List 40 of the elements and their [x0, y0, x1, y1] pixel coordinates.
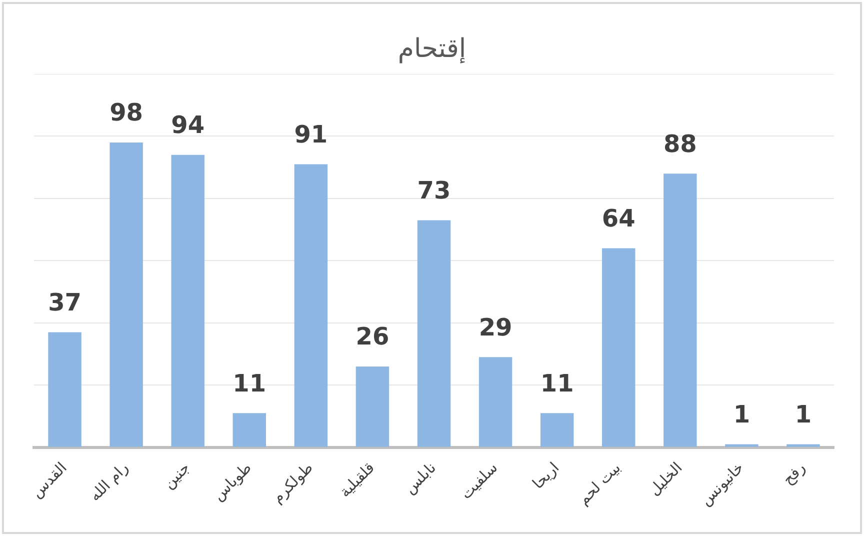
chart-title: إقتحام — [396, 34, 468, 64]
data-label: 37 — [48, 288, 82, 316]
bar — [171, 154, 204, 447]
data-label: 94 — [171, 111, 205, 140]
data-label: 26 — [356, 322, 390, 351]
x-tick-label: رام الله — [86, 458, 132, 505]
data-label: 64 — [602, 204, 636, 232]
data-label: 88 — [663, 130, 697, 158]
x-tick-label: الخليل — [645, 458, 686, 500]
x-tick-label: القدس — [28, 458, 70, 502]
bar — [786, 444, 820, 447]
data-label: 91 — [294, 120, 328, 148]
bar — [48, 332, 82, 447]
bar — [478, 357, 512, 447]
bar — [356, 366, 390, 447]
x-tick-label: رفح — [779, 458, 809, 488]
bar — [540, 413, 574, 447]
x-tick-label: اريحا — [528, 458, 563, 492]
x-tick-label: طوباس — [209, 458, 255, 504]
x-tick-label: جنين — [160, 458, 194, 492]
bar — [417, 220, 451, 447]
data-label: 1 — [733, 400, 750, 428]
x-tick-label: بيت لحم — [574, 458, 624, 508]
x-tick-label: قلقيلية — [336, 458, 378, 501]
bar — [232, 413, 266, 447]
x-tick-label: نابلس — [400, 458, 440, 498]
bar — [294, 164, 328, 447]
data-label: 11 — [540, 369, 574, 398]
data-label: 1 — [794, 400, 812, 428]
bar — [602, 248, 636, 447]
bar — [110, 142, 143, 447]
data-label: 73 — [417, 176, 451, 204]
x-tick-label: سلفيت — [457, 458, 502, 503]
x-tick-label: خانيونس — [696, 458, 748, 510]
data-label: 29 — [478, 313, 512, 342]
bar — [725, 444, 758, 447]
bar — [664, 174, 697, 447]
data-label: 11 — [232, 369, 266, 398]
x-tick-label: طولكرم — [268, 458, 317, 507]
data-label: 98 — [110, 98, 144, 127]
